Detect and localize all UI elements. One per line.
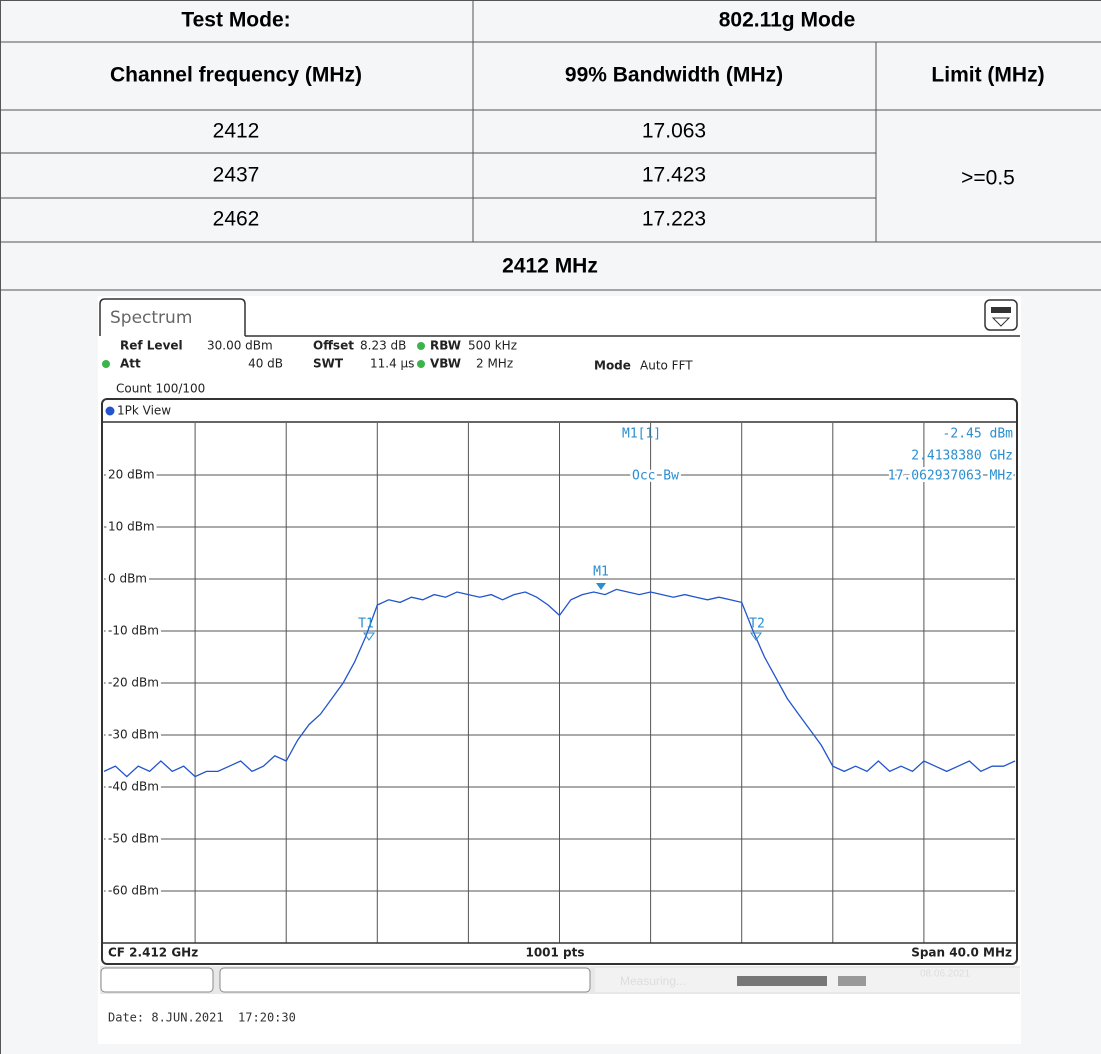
y-tick-label: 0 dBm	[108, 572, 147, 586]
tab-label: Spectrum	[110, 308, 192, 328]
setting-value: 8.23 dB	[360, 339, 406, 353]
status-text: Measuring...	[620, 974, 686, 988]
cell: 17.223	[642, 208, 706, 231]
cell: 17.063	[642, 120, 706, 143]
setting-value: 11.4 µs	[370, 357, 414, 371]
spectrum-screenshot: Spectrum Ref Level 30.00 dBm Offset 8.23…	[98, 296, 1021, 1044]
marker-label: T1	[358, 617, 374, 632]
y-tick-label: -30 dBm	[108, 728, 159, 742]
cell: >=0.5	[961, 167, 1015, 190]
marker-info: M1[1]	[622, 427, 661, 442]
status-date: 08.06.2021	[920, 969, 970, 980]
setting-label: Offset	[313, 339, 354, 353]
footer-label: Span 40.0 MHz	[911, 946, 1012, 960]
setting-label: RBW	[430, 339, 461, 353]
cell: 2462	[213, 208, 260, 231]
marker-info: -2.45 dBm	[943, 427, 1014, 442]
footer-label: CF 2.412 GHz	[108, 946, 198, 960]
marker-label: T2	[749, 617, 765, 632]
lxi-logo	[838, 976, 866, 986]
marker-info: 17.062937063 MHz	[888, 469, 1013, 484]
status-box	[219, 967, 591, 993]
header-label: Test Mode:	[181, 9, 290, 32]
setting-label: Ref Level	[120, 339, 183, 353]
column-header: Channel frequency (MHz)	[110, 64, 362, 87]
date-stamp: Date: 8.JUN.2021 17:20:30	[108, 1011, 296, 1025]
indicator	[102, 360, 110, 368]
setting-label: SWT	[313, 357, 344, 371]
cell: 2437	[213, 164, 260, 187]
column-header: 99% Bandwidth (MHz)	[565, 64, 783, 87]
y-tick-label: -20 dBm	[108, 676, 159, 690]
setting-value: 30.00 dBm	[207, 339, 273, 353]
setting-value: 40 dB	[248, 357, 283, 371]
indicator	[417, 342, 425, 350]
footer-label: 1001 pts	[525, 946, 584, 960]
setting-value: 500 kHz	[468, 339, 517, 353]
cell: 17.423	[642, 164, 706, 187]
marker-m1	[596, 583, 606, 590]
y-tick-label: 10 dBm	[108, 520, 155, 534]
status-box	[100, 967, 214, 993]
y-tick-label: -50 dBm	[108, 832, 159, 846]
trace	[103, 588, 1016, 778]
y-tick-label: -10 dBm	[108, 624, 159, 638]
marker-label: M1	[593, 565, 609, 580]
plot: 20 dBm 10 dBm 0 dBm -10 dBm -20 dBm -30 dBm -4…	[103, 465, 1016, 901]
setting-value: Auto FFT	[640, 359, 693, 373]
setting-label: Att	[120, 357, 141, 371]
plot-title: 2412 MHz	[502, 255, 598, 278]
marker-t2	[750, 632, 762, 641]
y-tick-label: -60 dBm	[108, 884, 159, 898]
menu-icon-arrow	[991, 317, 1011, 327]
cell: 2412	[213, 120, 260, 143]
tab	[99, 298, 246, 336]
header-value: 802.11g Mode	[719, 9, 856, 32]
progress	[737, 976, 827, 986]
y-tick-label: -40 dBm	[108, 780, 159, 794]
setting-count: Count 100/100	[116, 382, 205, 396]
setting-value: 2 MHz	[476, 357, 513, 371]
y-tick-label: 20 dBm	[108, 468, 155, 482]
setting-label: Mode	[594, 359, 631, 373]
column-header: Limit (MHz)	[931, 64, 1044, 87]
marker-info: Occ Bw	[632, 469, 679, 484]
view-label: 1Pk View	[117, 404, 171, 418]
trace-indicator	[105, 406, 115, 416]
indicator	[417, 360, 425, 368]
marker-info: 2.4138380 GHz	[911, 449, 1013, 464]
setting-label: VBW	[430, 357, 461, 371]
marker-t1	[363, 632, 375, 641]
menu-icon-bar	[991, 307, 1011, 313]
